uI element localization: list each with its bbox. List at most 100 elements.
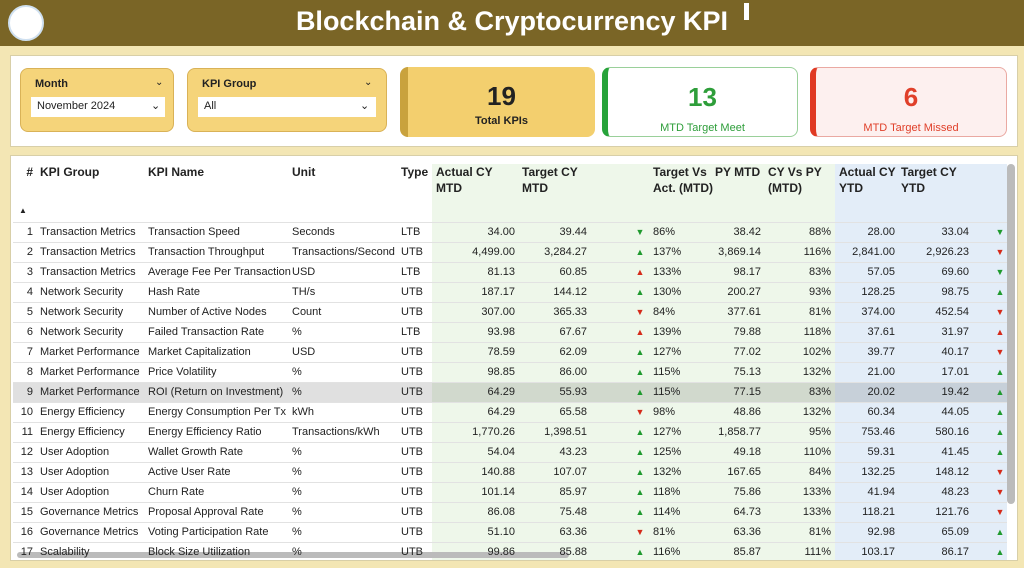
- kpi-name: Number of Active Nodes: [148, 306, 267, 318]
- header-bar: [0, 0, 1024, 46]
- card-label: MTD Target Meet: [660, 122, 745, 134]
- card-value: 19: [487, 81, 516, 111]
- actual-cy-ytd: 57.05: [867, 266, 895, 278]
- row-divider: [13, 242, 1007, 243]
- target-vs-actual: 115%: [653, 366, 681, 378]
- cy-vs-py: 102%: [802, 346, 831, 358]
- target-cy-mtd: 85.88: [559, 546, 587, 558]
- kpi-group: Network Security: [40, 326, 124, 338]
- column-header: Unit: [292, 165, 316, 179]
- mtd-status-arrow: ▲: [635, 367, 645, 377]
- target-vs-actual: 132%: [653, 466, 682, 478]
- py-mtd: 38.42: [733, 226, 761, 238]
- py-mtd: 79.88: [733, 326, 761, 338]
- row-number: 3: [26, 266, 33, 278]
- kpi-name: ROI (Return on Investment): [148, 386, 284, 398]
- filter-value[interactable]: November 2024: [31, 97, 165, 117]
- type: UTB: [401, 406, 423, 418]
- mtd-status-arrow: ▲: [635, 547, 645, 557]
- actual-cy-mtd: 64.29: [487, 406, 515, 418]
- row-number: 16: [20, 526, 33, 538]
- target-cy-mtd: 1,398.51: [544, 426, 587, 438]
- target-cy-ytd: 69.60: [941, 266, 969, 278]
- target-cy-ytd: 98.75: [941, 286, 969, 298]
- target-cy-mtd: 67.67: [559, 326, 587, 338]
- target-vs-actual: 98%: [653, 406, 676, 418]
- ytd-status-arrow: ▲: [995, 527, 1005, 537]
- target-vs-actual: 118%: [653, 486, 681, 498]
- target-vs-actual: 127%: [653, 346, 682, 358]
- ytd-status-arrow: ▲: [995, 447, 1005, 457]
- scrollbar[interactable]: [1007, 164, 1015, 504]
- row-number: 8: [26, 366, 33, 378]
- visual-toolbar[interactable]: ⊽ ⧉ ⋯: [929, 155, 1009, 156]
- row-number: 9: [26, 386, 33, 398]
- target-cy-mtd: 144.12: [553, 286, 587, 298]
- title: Blockchain & Cryptocurrency KPI: [295, 6, 729, 36]
- target-vs-actual: 116%: [653, 546, 681, 558]
- kpi-name: Market Capitalization: [148, 346, 251, 358]
- type: UTB: [401, 386, 423, 398]
- card-label: Total KPIs: [475, 115, 528, 127]
- kpi-group: Governance Metrics: [40, 506, 139, 518]
- target-vs-actual: 115%: [653, 386, 681, 398]
- target-vs-actual: 114%: [653, 506, 681, 518]
- kpi-name: Failed Transaction Rate: [148, 326, 265, 338]
- sort-icon: ▲: [19, 206, 27, 215]
- kpi-group: Energy Efficiency: [40, 426, 125, 438]
- ytd-status-arrow: ▲: [995, 427, 1005, 437]
- column-header: Actual CY YTD: [839, 165, 896, 195]
- cy-vs-py: 81%: [808, 306, 831, 318]
- kpi-name: Transaction Speed: [148, 226, 240, 238]
- month-filter[interactable]: Month ⌄ November 2024 ⌄: [20, 68, 174, 132]
- filter-value[interactable]: All: [198, 97, 376, 117]
- kpi-group-filter[interactable]: KPI Group ⌄ All ⌄: [187, 68, 387, 132]
- collapse-icon: ⌄: [364, 77, 373, 88]
- kpi-group: Energy Efficiency: [40, 406, 125, 418]
- type: LTB: [401, 226, 421, 238]
- kpi-group: Transaction Metrics: [40, 246, 136, 258]
- cy-vs-py: 88%: [808, 226, 831, 238]
- type: UTB: [401, 286, 423, 298]
- kpi-group: User Adoption: [40, 486, 110, 498]
- row-number: 7: [26, 346, 33, 358]
- kpi-name: Energy Consumption Per Tx: [148, 406, 286, 418]
- target-vs-actual: 127%: [653, 426, 682, 438]
- actual-cy-mtd: 78.59: [487, 346, 515, 358]
- type: UTB: [401, 506, 423, 518]
- actual-cy-ytd: 128.25: [861, 286, 895, 298]
- row-number: 14: [20, 486, 33, 498]
- target-cy-ytd: 31.97: [941, 326, 969, 338]
- row-number: 15: [20, 506, 33, 518]
- cy-vs-py: 111%: [804, 546, 831, 558]
- target-cy-ytd: 48.23: [941, 486, 969, 498]
- row-number: 6: [26, 326, 33, 338]
- unit: %: [292, 386, 302, 398]
- target-cy-ytd: 2,926.23: [926, 246, 969, 258]
- kpi-group: Market Performance: [40, 386, 140, 398]
- kpi-group: User Adoption: [40, 466, 110, 478]
- total-kpis-card: 19 Total KPIs: [400, 67, 595, 137]
- cy-vs-py: 81%: [808, 526, 831, 538]
- target-vs-actual: 86%: [653, 226, 676, 238]
- column-header: CY Vs PY (MTD): [768, 165, 822, 195]
- actual-cy-ytd: 21.00: [867, 366, 895, 378]
- unit: Seconds: [292, 226, 335, 238]
- dropdown-icon: ⌄: [151, 100, 161, 112]
- row-divider: [13, 502, 1007, 503]
- type: UTB: [401, 246, 423, 258]
- unit: Count: [292, 306, 322, 318]
- ytd-status-arrow: ▼: [995, 467, 1005, 477]
- h-scrollbar[interactable]: [17, 552, 569, 558]
- filter-label: Month: [35, 78, 68, 90]
- column-header: KPI Group: [40, 165, 100, 179]
- row-divider: [13, 482, 1007, 483]
- type: LTB: [401, 326, 421, 338]
- row-number: 12: [20, 446, 33, 458]
- target-cy-mtd: 85.97: [559, 486, 587, 498]
- row-number: 11: [21, 426, 33, 438]
- ytd-status-arrow: ▲: [995, 327, 1005, 337]
- target-cy-ytd: 148.12: [935, 466, 969, 478]
- target-cy-ytd: 44.05: [941, 406, 969, 418]
- py-mtd: 377.61: [727, 306, 761, 318]
